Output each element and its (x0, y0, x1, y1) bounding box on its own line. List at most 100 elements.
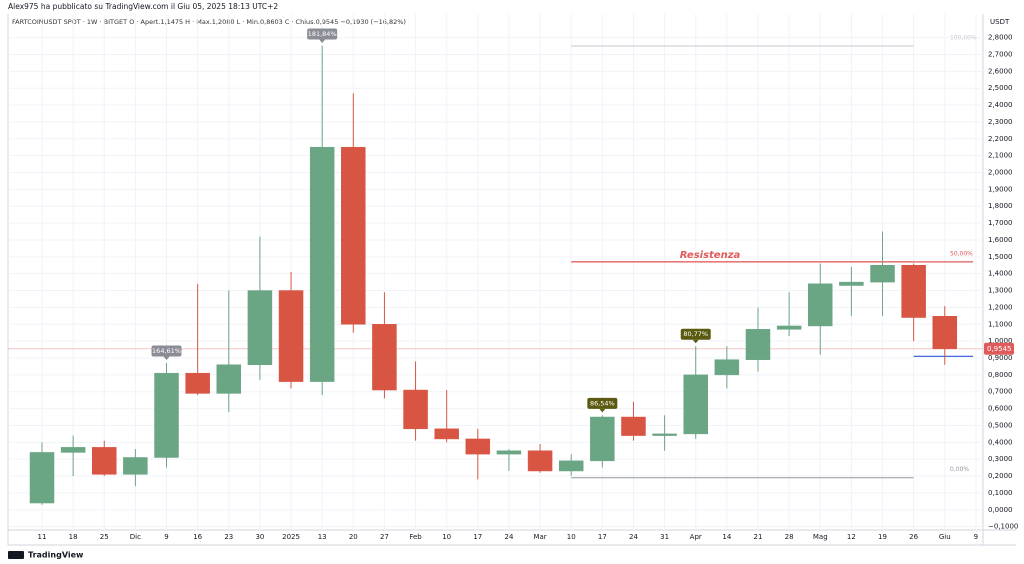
last-price-label: 0,9545 (987, 345, 1012, 353)
x-tick-label: 17 (473, 533, 482, 541)
y-tick-label: 1,2000 (988, 303, 1013, 311)
candle-body (341, 146, 366, 325)
x-tick-label: Mar (533, 533, 546, 541)
candle-body (247, 290, 273, 365)
fib-level-label: 100,00% (950, 35, 977, 42)
x-tick-label: Dic (130, 533, 141, 541)
candle-body (839, 281, 864, 286)
high-label-pointer (163, 356, 170, 361)
x-tick-label: Feb (409, 533, 422, 541)
x-tick-label: 10 (567, 533, 576, 541)
header: Alex975 ha pubblicato su TradingView.com… (8, 2, 278, 11)
y-tick-label: 0,8000 (988, 371, 1013, 379)
x-tick-label: 18 (69, 533, 78, 541)
x-tick-label: 14 (722, 533, 731, 541)
candle-body (652, 433, 677, 436)
y-tick-label: 1,9000 (988, 185, 1013, 193)
x-tick-label: 23 (224, 533, 233, 541)
y-tick-label: 0,9000 (988, 354, 1013, 362)
x-tick-label: 25 (100, 533, 109, 541)
candle-body (527, 450, 553, 472)
candle-body (216, 364, 242, 394)
high-label: 80,77% (683, 330, 708, 338)
high-label: 181,84% (308, 30, 337, 38)
y-tick-label: 2,2000 (988, 135, 1013, 143)
candle-body (901, 265, 926, 318)
candle-body (372, 324, 397, 391)
x-tick-label: 24 (504, 533, 513, 541)
x-tick-label: 19 (878, 533, 887, 541)
candle-body (621, 416, 646, 436)
y-tick-label: 0,7000 (988, 388, 1013, 396)
x-tick-label: 13 (318, 533, 327, 541)
candle-body (745, 329, 771, 360)
fib-level-label: 0,00% (950, 466, 969, 473)
candle-body (309, 146, 335, 382)
candle-body (465, 438, 491, 455)
high-label-bg (587, 397, 618, 409)
candle-body (154, 372, 179, 458)
y-tick-label: 1,8000 (988, 202, 1013, 210)
x-tick-label: 20 (349, 533, 358, 541)
y-tick-label: 2,8000 (988, 34, 1013, 42)
x-tick-label: 2025 (282, 533, 300, 541)
x-tick-label: 28 (785, 533, 794, 541)
x-tick-label: 24 (629, 533, 638, 541)
y-tick-label: 2,5000 (988, 84, 1013, 92)
x-tick-label: 26 (909, 533, 918, 541)
x-tick-label: 11 (38, 533, 47, 541)
y-tick-label: −0,1000 (988, 523, 1018, 531)
y-tick-label: 0,2000 (988, 472, 1013, 480)
y-tick-label: 1,1000 (988, 320, 1013, 328)
footer-logo: TradingView (28, 551, 84, 560)
fib-level-label: 50,00% (950, 250, 973, 257)
x-tick-label: 9 (164, 533, 168, 541)
y-tick-label: 0,3000 (988, 455, 1013, 463)
y-tick-label: 1,7000 (988, 219, 1013, 227)
y-tick-label: 2,3000 (988, 118, 1013, 126)
candle-body (92, 447, 117, 475)
y-tick-label: 0,6000 (988, 405, 1013, 413)
high-label-bg (680, 328, 711, 340)
high-label: 86,54% (590, 399, 615, 407)
candle-body (683, 374, 708, 435)
y-tick-label: 2,6000 (988, 67, 1013, 75)
candle-body (29, 452, 55, 504)
candle-body (123, 457, 148, 475)
candle-body (558, 460, 584, 472)
y-tick-label: 2,1000 (988, 152, 1013, 160)
y-tick-label: 2,7000 (988, 50, 1013, 58)
y-tick-label: 0,0000 (988, 506, 1013, 514)
x-tick-label: 12 (847, 533, 856, 541)
candle-body (714, 359, 740, 376)
x-tick-label: 27 (380, 533, 389, 541)
y-tick-label: 0,4000 (988, 438, 1013, 446)
resistance-label: Resistenza (680, 250, 741, 261)
high-label-pointer (599, 408, 606, 413)
x-tick-label: Apr (690, 533, 702, 541)
high-label-bg (307, 28, 338, 40)
x-tick-label: Giu (939, 533, 951, 541)
x-tick-label: 16 (193, 533, 202, 541)
x-tick-label: Mag (813, 533, 828, 541)
y-tick-label: 2,4000 (988, 101, 1013, 109)
y-tick-label: 1,4000 (988, 270, 1013, 278)
candle-body (403, 389, 428, 430)
high-label-pointer (319, 39, 326, 44)
y-tick-label: 1,6000 (988, 236, 1013, 244)
candle-body (932, 316, 958, 350)
x-tick-label: 30 (255, 533, 264, 541)
candle-body (496, 450, 522, 455)
x-tick-label: 10 (442, 533, 451, 541)
candle-body (185, 372, 210, 394)
y-tick-label: 1,5000 (988, 253, 1013, 261)
candle-body (590, 416, 615, 462)
candle-body (278, 290, 304, 382)
y-tick-label: 1,3000 (988, 287, 1013, 295)
x-tick-label: 21 (754, 533, 763, 541)
legend: FARTCOINUSDT SPOT · 1W · BITGET O · Aper… (12, 18, 406, 26)
candle-body (870, 265, 895, 283)
candle-body (60, 447, 86, 453)
y-tick-label: 1,0000 (988, 337, 1013, 345)
y-tick-label: 2,0000 (988, 169, 1013, 177)
